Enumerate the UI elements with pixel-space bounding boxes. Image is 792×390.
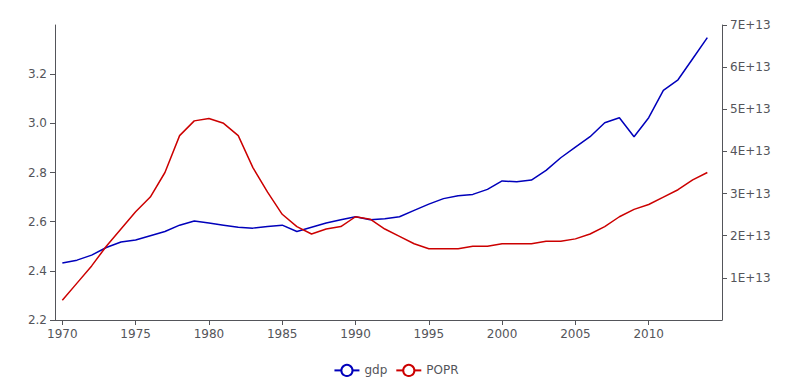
svg-text:2010: 2010: [633, 327, 664, 341]
svg-text:1985: 1985: [267, 327, 298, 341]
svg-text:1990: 1990: [340, 327, 371, 341]
svg-text:5E+13: 5E+13: [730, 102, 771, 116]
svg-text:6E+13: 6E+13: [730, 60, 771, 74]
svg-text:3E+13: 3E+13: [730, 187, 771, 201]
svg-text:gdp: gdp: [364, 363, 387, 377]
svg-text:1975: 1975: [120, 327, 151, 341]
svg-text:3.2: 3.2: [28, 67, 47, 81]
svg-text:4E+13: 4E+13: [730, 144, 771, 158]
svg-text:POPR: POPR: [426, 363, 458, 377]
svg-text:1E+13: 1E+13: [730, 271, 771, 285]
svg-text:2005: 2005: [560, 327, 591, 341]
svg-text:3.0: 3.0: [28, 116, 47, 130]
svg-text:1980: 1980: [194, 327, 225, 341]
svg-text:2000: 2000: [487, 327, 518, 341]
svg-text:1970: 1970: [47, 327, 78, 341]
svg-text:7E+13: 7E+13: [730, 18, 771, 32]
svg-text:1995: 1995: [414, 327, 445, 341]
svg-text:2.6: 2.6: [28, 215, 47, 229]
svg-text:2.4: 2.4: [28, 264, 47, 278]
svg-text:2E+13: 2E+13: [730, 229, 771, 243]
svg-text:2.8: 2.8: [28, 166, 47, 180]
svg-text:2.2: 2.2: [28, 313, 47, 327]
